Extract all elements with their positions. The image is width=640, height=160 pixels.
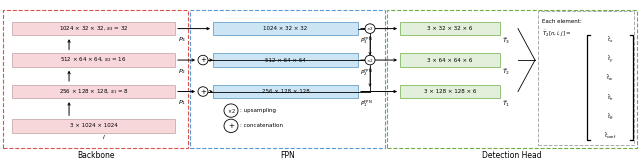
Bar [538, 12, 634, 145]
Text: +: + [228, 123, 234, 129]
Bar [387, 10, 637, 148]
Bar [213, 22, 358, 35]
Text: 512 × 64 × 64, $s_2$ = 16: 512 × 64 × 64, $s_2$ = 16 [60, 56, 127, 64]
Text: 256 × 128 × 128, $s_1$ = 8: 256 × 128 × 128, $s_1$ = 8 [58, 87, 129, 96]
Text: 256 × 128 × 128: 256 × 128 × 128 [262, 89, 309, 94]
Text: $\hat{t}_y$: $\hat{t}_y$ [607, 53, 613, 65]
Text: 1024 × 32 × 32, $s_3$ = 32: 1024 × 32 × 32, $s_3$ = 32 [59, 24, 129, 33]
Text: $\hat{t}_{\rm conf}$: $\hat{t}_{\rm conf}$ [604, 130, 616, 141]
Text: FPN: FPN [280, 151, 295, 160]
Bar [3, 10, 188, 148]
Text: Backbone: Backbone [77, 151, 115, 160]
Text: $P_1^{\rm FPN}$: $P_1^{\rm FPN}$ [360, 98, 372, 109]
Text: $\hat{t}_x$: $\hat{t}_x$ [607, 35, 613, 45]
Text: $\hat{t}_\theta$: $\hat{t}_\theta$ [607, 111, 613, 122]
Bar [400, 53, 500, 67]
Text: Detection Head: Detection Head [482, 151, 542, 160]
Text: $P_3$: $P_3$ [178, 35, 186, 44]
Text: Each element:: Each element: [542, 19, 582, 24]
Text: : concatenation: : concatenation [240, 123, 283, 128]
Text: $\widehat{T}_3$: $\widehat{T}_3$ [502, 35, 510, 46]
Text: $\times$2: $\times$2 [227, 107, 236, 115]
Text: : upsampling: : upsampling [240, 108, 276, 113]
Bar [213, 85, 358, 98]
Text: $P_2$: $P_2$ [178, 67, 186, 76]
Circle shape [224, 119, 238, 132]
Text: $I$: $I$ [102, 133, 105, 141]
Bar [213, 53, 358, 67]
Text: $P_3^{\rm FPN}$: $P_3^{\rm FPN}$ [360, 35, 372, 46]
Bar [400, 22, 500, 35]
Text: +: + [200, 88, 206, 95]
Circle shape [198, 55, 208, 65]
Text: $\times$2: $\times$2 [366, 25, 374, 32]
Text: $P_1$: $P_1$ [178, 98, 186, 107]
Text: $\hat{t}_h$: $\hat{t}_h$ [607, 92, 613, 103]
Bar [400, 85, 500, 98]
Circle shape [198, 87, 208, 96]
Bar [12, 85, 175, 98]
Text: 3 × 1024 × 1024: 3 × 1024 × 1024 [70, 123, 117, 128]
Text: $\hat{t}_w$: $\hat{t}_w$ [606, 73, 614, 84]
Circle shape [224, 104, 238, 117]
Text: 1024 × 32 × 32: 1024 × 32 × 32 [264, 26, 308, 31]
Text: 3 × 128 × 128 × 6: 3 × 128 × 128 × 6 [424, 89, 476, 94]
Text: $P_2^{\rm FPN}$: $P_2^{\rm FPN}$ [360, 67, 372, 78]
Circle shape [365, 55, 375, 65]
Text: $\widehat{T}_2$: $\widehat{T}_2$ [502, 67, 510, 77]
Text: 512 × 64 × 64: 512 × 64 × 64 [265, 58, 306, 63]
Bar [12, 22, 175, 35]
Bar [12, 53, 175, 67]
Text: 3 × 32 × 32 × 6: 3 × 32 × 32 × 6 [428, 26, 473, 31]
Text: $\times$2: $\times$2 [366, 57, 374, 64]
Text: $\widehat{T}_2[n,i,j]=$: $\widehat{T}_2[n,i,j]=$ [542, 29, 572, 39]
Circle shape [365, 24, 375, 33]
Text: $\widehat{T}_1$: $\widehat{T}_1$ [502, 98, 510, 109]
Text: +: + [200, 57, 206, 63]
Bar [190, 10, 385, 148]
Bar [12, 119, 175, 132]
Text: 3 × 64 × 64 × 6: 3 × 64 × 64 × 6 [428, 58, 473, 63]
